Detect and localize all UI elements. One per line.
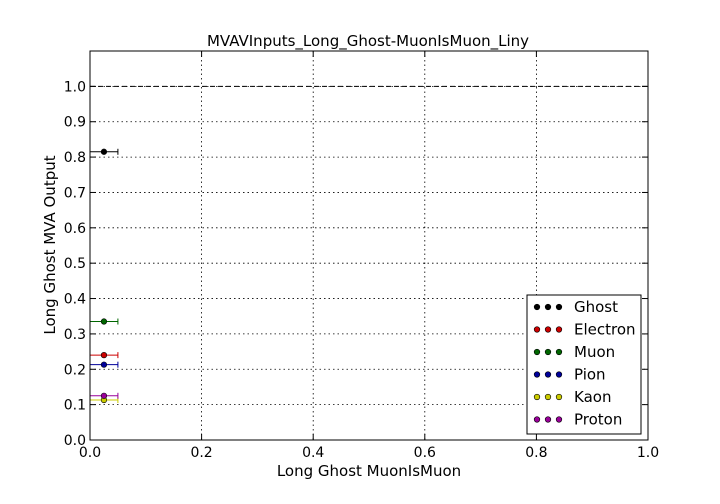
y-tick-label: 0.5 — [64, 256, 86, 272]
x-axis-title: Long Ghost MuonIsMuon — [277, 462, 461, 480]
proton-point — [100, 392, 108, 399]
legend-marker-electron — [533, 326, 541, 333]
legend-label-muon: Muon — [574, 343, 615, 361]
legend-marker-kaon — [544, 393, 552, 401]
legend-marker-pion — [555, 371, 563, 378]
x-tick-label: 1.0 — [637, 445, 659, 461]
axis-ticks: 0.0 0.2 0.4 0.6 0.8 1.0 0.0 0.1 0.2 0.3 0.4 0.5 0.6 0… — [64, 51, 659, 461]
legend-marker-muon — [533, 348, 541, 356]
legend-box — [526, 294, 642, 435]
x-tick-label: 0.0 — [79, 445, 101, 461]
legend-marker-electron — [544, 326, 552, 333]
legend-label-electron: Electron — [574, 321, 636, 339]
ghost-point — [100, 148, 108, 155]
legend-marker-ghost — [544, 303, 552, 311]
legend-marker-ghost — [555, 303, 563, 311]
legend-marker-ghost — [533, 303, 541, 311]
legend-marker-muon — [555, 348, 563, 356]
pion-point — [100, 361, 108, 368]
electron-point — [100, 352, 108, 359]
legend-label-pion: Pion — [574, 366, 606, 384]
x-tick-label: 0.4 — [302, 445, 324, 461]
legend-label-ghost: Ghost — [574, 298, 618, 316]
legend-marker-proton — [555, 416, 563, 423]
legend-marker-kaon — [533, 393, 541, 401]
y-axis-title: Long Ghost MVA Output — [41, 155, 59, 334]
legend: Ghost Electron Muon Pion Kaon Proton — [526, 294, 642, 435]
legend-marker-pion — [533, 371, 541, 378]
y-tick-label: 0.8 — [64, 150, 86, 166]
legend-marker-proton — [533, 416, 541, 423]
legend-marker-proton — [544, 416, 552, 423]
chart-title: MVAVInputs_Long_Ghost-MuonIsMuon_Liny — [207, 32, 529, 51]
y-tick-label: 0.9 — [64, 115, 86, 131]
y-tick-label: 0.1 — [64, 398, 86, 414]
x-tick-label: 0.6 — [414, 445, 436, 461]
x-tick-label: 0.8 — [525, 445, 547, 461]
legend-label-proton: Proton — [574, 411, 622, 429]
y-tick-label: 0.3 — [64, 327, 86, 343]
x-tick-label: 0.2 — [190, 445, 212, 461]
data-points — [90, 148, 119, 404]
y-tick-label: 0.0 — [64, 433, 86, 449]
legend-marker-pion — [544, 371, 552, 378]
legend-marker-kaon — [555, 393, 563, 401]
legend-label-kaon: Kaon — [574, 388, 611, 406]
plot-frame — [89, 50, 649, 441]
legend-marker-electron — [555, 326, 563, 333]
legend-marker-muon — [544, 348, 552, 356]
muon-point — [100, 318, 108, 325]
y-tick-label: 0.4 — [64, 292, 86, 308]
y-tick-label: 1.0 — [64, 79, 86, 95]
y-tick-label: 0.7 — [64, 185, 86, 201]
y-tick-label: 0.2 — [64, 362, 86, 378]
y-tick-label: 0.6 — [64, 221, 86, 237]
